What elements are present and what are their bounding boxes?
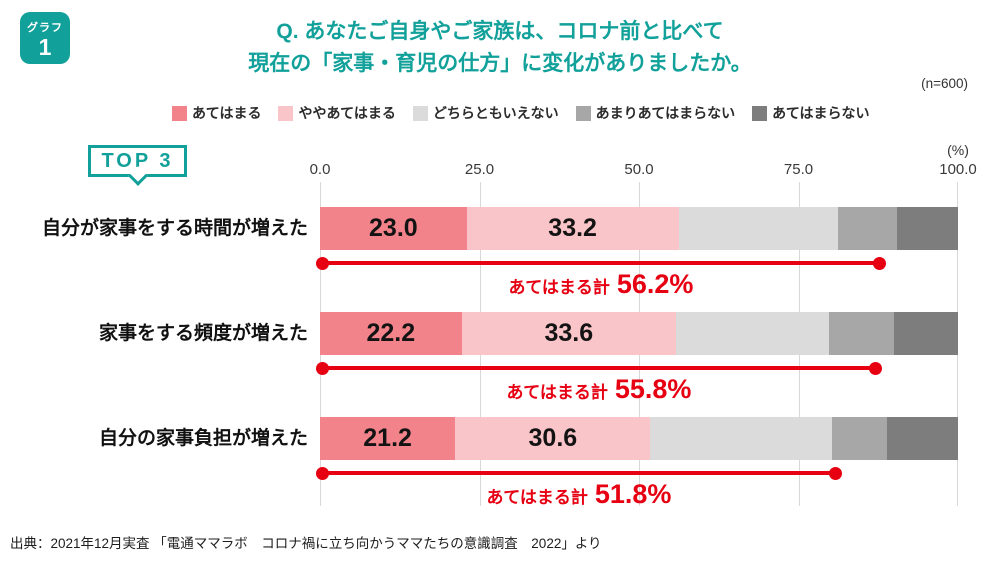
total-value: 51.8% — [594, 479, 672, 509]
category-label: 家事をする頻度が増えた — [98, 323, 308, 344]
legend: あてはまる ややあてはまる どちらともいえない あまりあてはまらない あてはまら… — [172, 103, 870, 123]
bar-row: 自分の家事負担が増えた 21.2 30.6 あてはまる計 51.8% — [0, 417, 1000, 519]
bracket-dot-right — [829, 466, 842, 480]
badge-number: 1 — [38, 34, 52, 60]
bracket-line — [316, 466, 842, 480]
chart-title: Q. あなたご自身やご家族は、コロナ前と比べて 現在の「家事・育児の仕方」に変化… — [0, 16, 1000, 79]
sample-size-note: (n=600) — [921, 76, 968, 91]
percent-unit-label: (%) — [947, 142, 969, 158]
legend-label: どちらともいえない — [432, 105, 559, 121]
segment-value-label: 22.2 — [366, 319, 416, 347]
segment-value-label: 21.2 — [363, 424, 412, 452]
bar-segment-disagree — [897, 207, 958, 250]
legend-label: あまりあてはまらない — [595, 105, 736, 121]
category-label: 自分の家事負担が増えた — [98, 428, 308, 449]
segment-value-label: 23.0 — [369, 214, 418, 242]
bar-segment-somewhat-agree: 30.6 — [455, 417, 651, 460]
bracket-dot-left — [316, 361, 329, 375]
total-bracket: あてはまる計 55.8% — [316, 361, 882, 405]
legend-item: ややあてはまる — [278, 103, 396, 123]
bar-segment-somewhat-agree: 33.2 — [466, 207, 679, 250]
axis-tick-label: 0.0 — [309, 161, 331, 178]
stacked-bar: 22.2 33.6 — [320, 312, 958, 355]
legend-label: あてはまる — [192, 105, 262, 121]
legend-swatch-somewhat-disagree — [575, 105, 591, 121]
bar-segment-agree: 21.2 — [320, 417, 456, 460]
bracket-dot-right — [869, 361, 882, 375]
total-value: 56.2% — [616, 269, 694, 299]
total-annotation: あてはまる計 51.8% — [320, 479, 838, 510]
legend-item: あまりあてはまらない — [575, 103, 736, 123]
chart-title-line2: 現在の「家事・育児の仕方」に変化がありましたか。 — [248, 51, 752, 75]
legend-item: あてはまる — [172, 103, 261, 123]
total-annotation: あてはまる計 55.8% — [320, 374, 878, 405]
legend-label: あてはまらない — [772, 105, 870, 121]
x-axis: 0.0 25.0 50.0 75.0 100.0 — [310, 161, 977, 181]
category-label: 自分が家事をする時間が増えた — [41, 218, 308, 239]
bracket-line — [316, 256, 886, 270]
axis-tick-label: 25.0 — [464, 161, 495, 178]
legend-swatch-neutral — [412, 105, 428, 121]
bar-segment-neutral — [675, 312, 830, 355]
bar-segment-somewhat-disagree — [831, 417, 887, 460]
total-label: あてはまる計 — [486, 488, 588, 507]
legend-label: ややあてはまる — [298, 105, 396, 121]
bar-segment-somewhat-disagree — [829, 312, 895, 355]
bar-segment-neutral — [650, 417, 832, 460]
bar-row: 家事をする頻度が増えた 22.2 33.6 あてはまる計 55.8% — [0, 312, 1000, 414]
segment-value-label: 30.6 — [528, 424, 578, 452]
segment-value-label: 33.2 — [548, 214, 597, 242]
bracket-dot-left — [316, 466, 329, 480]
bar-segment-disagree — [894, 312, 958, 355]
source-note: 出典：2021年12月実査 「電通ママラボ コロナ禍に立ち向かうママたちの意識調… — [10, 536, 602, 551]
total-value: 55.8% — [614, 374, 692, 404]
legend-item: どちらともいえない — [412, 103, 559, 123]
total-label: あてはまる計 — [508, 278, 610, 297]
total-bracket: あてはまる計 56.2% — [316, 256, 886, 300]
bracket-dot-right — [873, 256, 886, 270]
bar-segment-neutral — [678, 207, 839, 250]
axis-tick-label: 75.0 — [783, 161, 814, 178]
bar-segment-agree: 23.0 — [320, 207, 467, 250]
segment-value-label: 33.6 — [544, 319, 594, 347]
bar-row: 自分が家事をする時間が増えた 23.0 33.2 あてはまる計 56.2% — [0, 207, 1000, 309]
bar-segment-somewhat-agree: 33.6 — [461, 312, 676, 355]
legend-swatch-agree — [172, 105, 187, 121]
legend-item: あてはまらない — [752, 103, 870, 123]
total-annotation: あてはまる計 56.2% — [320, 269, 882, 300]
bar-segment-agree: 22.2 — [320, 312, 462, 355]
bar-segment-disagree — [886, 417, 958, 460]
legend-swatch-disagree — [752, 105, 768, 121]
top3-callout: TOP 3 — [88, 145, 187, 186]
bracket-line — [316, 361, 882, 375]
axis-tick-label: 50.0 — [624, 161, 654, 178]
badge-label: グラフ — [27, 22, 63, 34]
chart-title-line1: Q. あなたご自身やご家族は、コロナ前と比べて — [276, 20, 724, 43]
graph-number-badge: グラフ 1 — [20, 12, 70, 64]
top3-label: TOP 3 — [101, 150, 174, 172]
total-label: あてはまる計 — [506, 383, 608, 402]
stacked-bar: 21.2 30.6 — [320, 417, 958, 460]
bar-segment-somewhat-disagree — [838, 207, 898, 250]
bracket-dot-left — [316, 256, 329, 270]
axis-tick-label: 100.0 — [939, 161, 977, 178]
stacked-bar: 23.0 33.2 — [320, 207, 958, 250]
legend-swatch-somewhat-agree — [278, 105, 294, 121]
total-bracket: あてはまる計 51.8% — [316, 466, 842, 510]
